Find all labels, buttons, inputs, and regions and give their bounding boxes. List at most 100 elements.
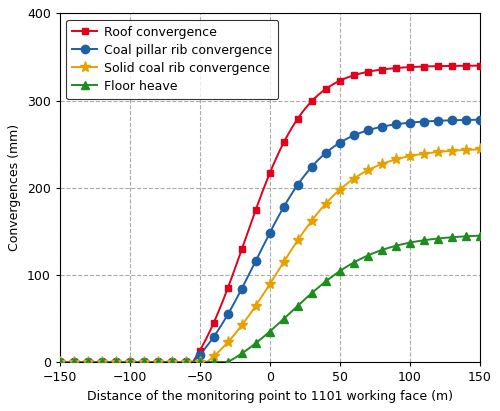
Roof convergence [183,360,189,365]
Coal pillar rib convergence [364,128,370,133]
Roof convergence [364,69,370,74]
Roof convergence [378,67,384,72]
Floor heave [71,360,77,365]
Solid coal rib convergence [476,147,482,152]
Coal pillar rib convergence [183,360,189,365]
Solid coal rib convergence [420,151,426,156]
Solid coal rib convergence [127,360,133,365]
Floor heave [99,360,105,365]
Roof convergence [267,171,273,175]
Coal pillar rib convergence [378,124,384,129]
Solid coal rib convergence [267,282,273,286]
Solid coal rib convergence [211,354,217,359]
Floor heave [434,236,440,241]
Solid coal rib convergence [253,303,259,308]
Solid coal rib convergence [155,360,161,365]
Coal pillar rib convergence [267,230,273,235]
Line: Coal pillar rib convergence: Coal pillar rib convergence [56,115,484,366]
Roof convergence [309,99,315,104]
Solid coal rib convergence [57,360,63,365]
Floor heave [211,360,217,365]
Coal pillar rib convergence [309,164,315,169]
Roof convergence [85,360,91,365]
Roof convergence [253,207,259,212]
Floor heave [197,360,203,365]
Coal pillar rib convergence [127,360,133,365]
Solid coal rib convergence [434,150,440,155]
Roof convergence [476,63,482,68]
Roof convergence [155,360,161,365]
Roof convergence [169,360,175,365]
Roof convergence [295,116,301,121]
Solid coal rib convergence [462,148,468,152]
Solid coal rib convergence [71,360,77,365]
Roof convergence [336,79,342,83]
Floor heave [448,235,454,240]
Floor heave [57,360,63,365]
Coal pillar rib convergence [57,360,63,365]
Coal pillar rib convergence [99,360,105,365]
Coal pillar rib convergence [71,360,77,365]
Coal pillar rib convergence [253,258,259,263]
Floor heave [392,243,398,248]
Floor heave [281,316,287,321]
Solid coal rib convergence [141,360,147,365]
Roof convergence [141,360,147,365]
Floor heave [323,279,329,284]
Coal pillar rib convergence [239,286,245,291]
Line: Solid coal rib convergence: Solid coal rib convergence [54,144,486,367]
Legend: Roof convergence, Coal pillar rib convergence, Solid coal rib convergence, Floor: Roof convergence, Coal pillar rib conver… [66,20,278,99]
Coal pillar rib convergence [448,118,454,123]
Roof convergence [434,64,440,69]
Coal pillar rib convergence [211,334,217,339]
Roof convergence [99,360,105,365]
Coal pillar rib convergence [350,133,356,138]
Solid coal rib convergence [323,201,329,206]
Floor heave [225,360,231,365]
Floor heave [183,360,189,365]
Coal pillar rib convergence [155,360,161,365]
Coal pillar rib convergence [323,150,329,155]
Solid coal rib convergence [169,360,175,365]
Roof convergence [225,286,231,291]
Floor heave [155,360,161,365]
Solid coal rib convergence [239,323,245,328]
Solid coal rib convergence [113,360,119,365]
Roof convergence [323,87,329,92]
Coal pillar rib convergence [420,119,426,124]
Roof convergence [57,360,63,365]
Line: Roof convergence: Roof convergence [56,62,483,365]
Coal pillar rib convergence [295,182,301,187]
Solid coal rib convergence [448,148,454,153]
Floor heave [295,303,301,308]
Floor heave [309,291,315,296]
Floor heave [378,247,384,252]
Coal pillar rib convergence [113,360,119,365]
Floor heave [267,329,273,334]
Floor heave [406,240,412,245]
Solid coal rib convergence [364,168,370,173]
Floor heave [462,234,468,239]
Solid coal rib convergence [392,157,398,162]
Coal pillar rib convergence [169,360,175,365]
Coal pillar rib convergence [476,117,482,122]
Solid coal rib convergence [336,187,342,192]
Floor heave [85,360,91,365]
Floor heave [169,360,175,365]
Y-axis label: Convergences (mm): Convergences (mm) [8,124,22,251]
Line: Floor heave: Floor heave [56,231,484,366]
Coal pillar rib convergence [225,312,231,317]
Floor heave [113,360,119,365]
Roof convergence [71,360,77,365]
X-axis label: Distance of the monitoring point to 1101 working face (m): Distance of the monitoring point to 1101… [87,390,453,403]
Coal pillar rib convergence [392,122,398,127]
Floor heave [253,341,259,346]
Solid coal rib convergence [197,360,203,365]
Roof convergence [350,73,356,78]
Solid coal rib convergence [183,360,189,365]
Solid coal rib convergence [225,340,231,345]
Coal pillar rib convergence [434,118,440,123]
Floor heave [336,269,342,274]
Coal pillar rib convergence [141,360,147,365]
Floor heave [350,260,356,265]
